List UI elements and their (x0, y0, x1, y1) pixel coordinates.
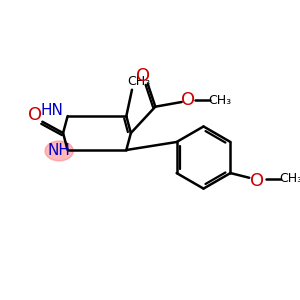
Text: CH₃: CH₃ (208, 94, 231, 106)
Text: O: O (250, 172, 264, 190)
Text: O: O (181, 91, 195, 109)
Text: CH₃: CH₃ (127, 75, 150, 88)
Ellipse shape (45, 141, 73, 161)
Text: HN: HN (40, 103, 63, 118)
Text: O: O (28, 106, 42, 124)
Text: NH: NH (48, 143, 70, 158)
Text: CH₃: CH₃ (279, 172, 300, 185)
Text: O: O (136, 67, 150, 85)
